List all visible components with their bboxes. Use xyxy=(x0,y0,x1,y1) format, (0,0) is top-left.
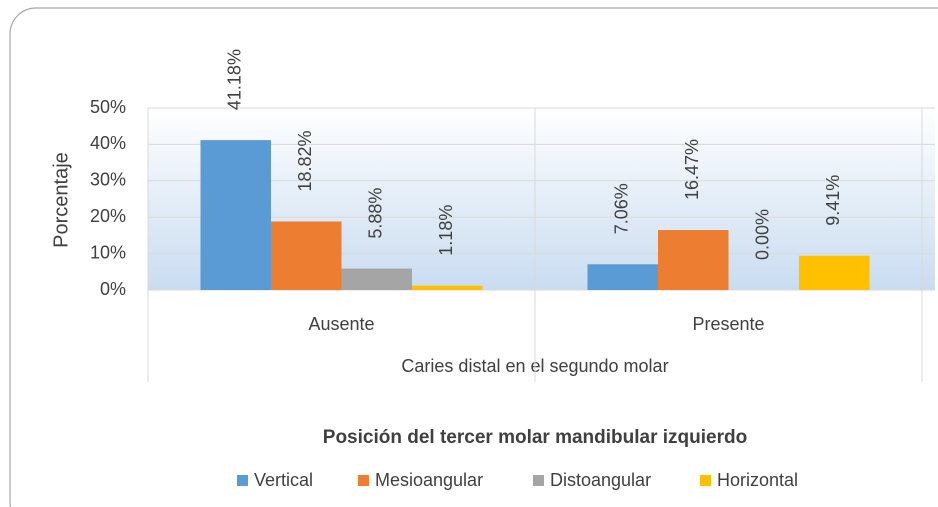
y-tick-label: 10% xyxy=(90,242,126,262)
value-label: 5.88% xyxy=(366,188,386,239)
value-label: 0.00% xyxy=(753,209,773,260)
y-tick-label: 50% xyxy=(90,97,126,117)
value-label: 9.41% xyxy=(823,175,843,226)
legend-swatch xyxy=(533,475,544,486)
bar xyxy=(799,255,870,290)
value-label: 18.82% xyxy=(295,130,315,191)
value-label: 7.06% xyxy=(612,183,632,234)
y-tick-label: 40% xyxy=(90,133,126,153)
value-label: 1.18% xyxy=(436,205,456,256)
bar xyxy=(587,264,658,290)
legend-label: Horizontal xyxy=(717,470,798,490)
bar xyxy=(341,268,412,290)
y-tick-label: 30% xyxy=(90,170,126,190)
value-label: 41.18% xyxy=(225,49,245,110)
bar xyxy=(658,230,729,290)
legend-swatch xyxy=(700,475,711,486)
legend-swatch xyxy=(358,475,369,486)
legend-label: Mesioangular xyxy=(375,470,483,490)
y-tick-label: 0% xyxy=(100,279,126,299)
x-tick-label: Presente xyxy=(692,314,764,334)
legend-title: Posición del tercer molar mandibular izq… xyxy=(323,427,747,448)
legend-label: Distoangular xyxy=(550,470,651,490)
y-tick-label: 20% xyxy=(90,206,126,226)
bar xyxy=(200,140,271,290)
y-axis-title: Porcentaje xyxy=(50,152,72,248)
legend-label: Vertical xyxy=(254,470,313,490)
bar xyxy=(412,285,483,290)
x-tick-label: Ausente xyxy=(308,314,374,334)
legend-swatch xyxy=(237,475,248,486)
bar xyxy=(271,221,342,290)
value-label: 16.47% xyxy=(682,139,702,200)
